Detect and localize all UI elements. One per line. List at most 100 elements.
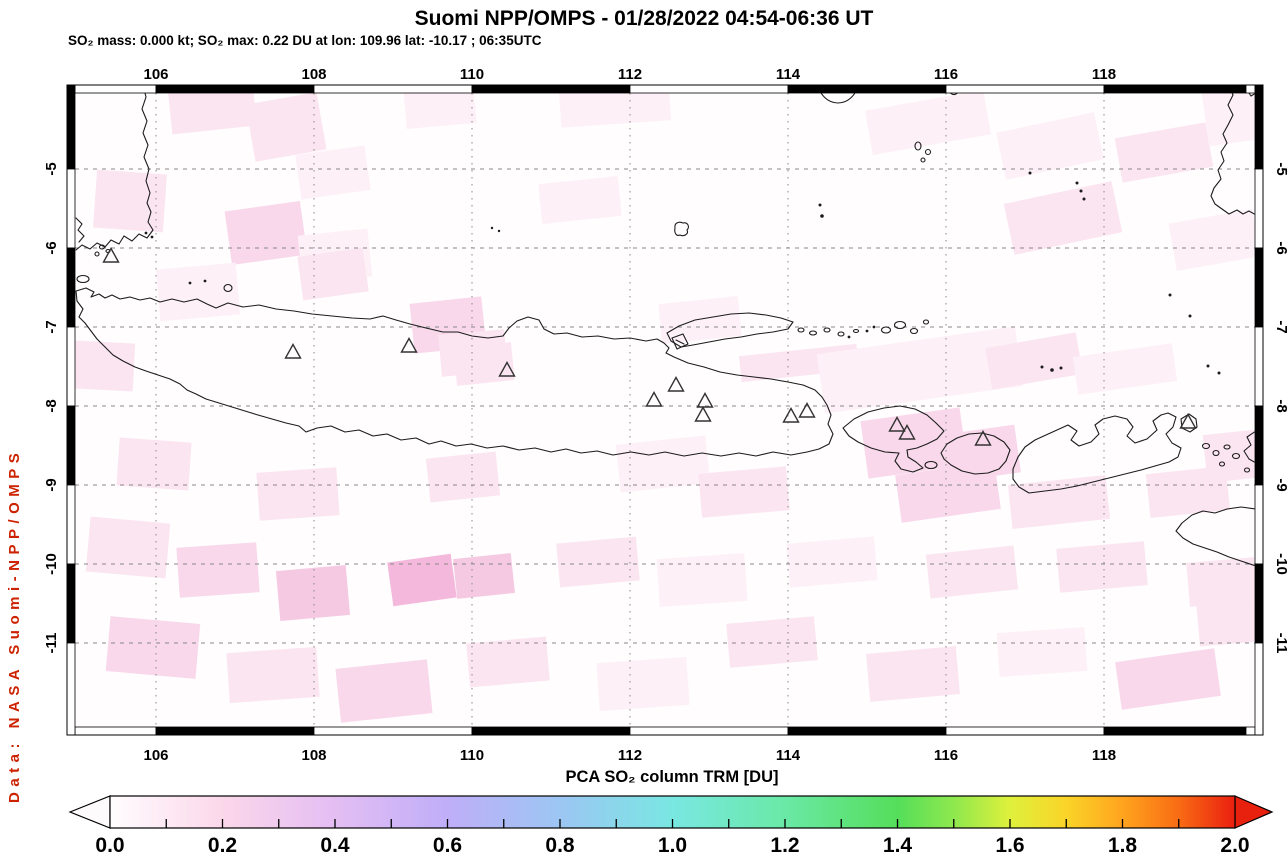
colorbar-tick-label: 2.0 bbox=[1220, 834, 1249, 855]
islet-dots bbox=[144, 171, 1221, 375]
frame-segment-left bbox=[66, 247, 76, 328]
frame-segment-top bbox=[313, 84, 473, 94]
so2-pixel-patch bbox=[466, 636, 550, 688]
lat-label-left: -5 bbox=[43, 162, 60, 175]
frame-segment-top bbox=[787, 84, 947, 94]
frame-segment-bottom bbox=[787, 726, 947, 736]
so2-pixel-patch bbox=[865, 93, 991, 156]
colorbar-tick-label: 1.6 bbox=[995, 834, 1024, 855]
frame-segment-left bbox=[66, 484, 76, 565]
so2-pixel-patch bbox=[256, 467, 340, 521]
frame-segment-top bbox=[74, 84, 157, 94]
volcano-markers bbox=[102, 247, 1197, 446]
volcano-marker-bromo bbox=[696, 392, 714, 408]
so2-swath-patches bbox=[75, 93, 1255, 723]
volcano-marker-kelut bbox=[645, 391, 663, 407]
so2-pixel-patch bbox=[698, 466, 790, 518]
so2-pixel-patch bbox=[538, 175, 622, 225]
coastline-sumba bbox=[1175, 506, 1255, 567]
coastlines bbox=[75, 93, 1255, 567]
lon-label-bottom: 110 bbox=[460, 747, 484, 764]
so2-pixel-patch bbox=[1196, 597, 1255, 647]
lon-label-top: 110 bbox=[460, 66, 484, 83]
lat-label-left: -8 bbox=[43, 399, 60, 412]
so2-pixel-patch bbox=[1056, 541, 1148, 593]
frame-segment-right bbox=[1254, 168, 1264, 249]
frame-segment-right bbox=[1254, 247, 1264, 328]
so2-pixel-patch bbox=[93, 169, 167, 233]
lon-label-top: 114 bbox=[776, 66, 801, 83]
colorbar: 0.0 0.2 0.4 0.6 0.8 1.0 1.2 1.4 1.6 1.8 2.0 bbox=[68, 795, 1274, 855]
map-frame bbox=[66, 84, 1264, 736]
frame-segment-right bbox=[1254, 326, 1264, 407]
colorbar-tick-label: 0.6 bbox=[433, 834, 462, 855]
colorbar-tick-label: 1.0 bbox=[658, 834, 687, 855]
lat-label-right: -8 bbox=[1273, 399, 1288, 412]
frame-segment-left bbox=[66, 563, 76, 644]
volcano-marker-arjuno-welirang bbox=[667, 376, 685, 392]
volcano-marker-slamet bbox=[400, 337, 418, 353]
coastline-sumbawa bbox=[1012, 412, 1182, 494]
lon-label-top: 116 bbox=[934, 66, 958, 83]
so2-pixel-patch bbox=[226, 646, 320, 704]
lat-lon-gridlines bbox=[75, 93, 1255, 727]
lon-label-bottom: 116 bbox=[934, 747, 958, 764]
lon-label-top: 112 bbox=[618, 66, 642, 83]
axis-tick-labels: 106 106 108 108 110 110 112 112 114 114 116 116 118 1… bbox=[43, 66, 1288, 764]
lat-label-right: -5 bbox=[1273, 162, 1288, 175]
lon-label-top: 108 bbox=[301, 66, 326, 83]
frame-segment-right bbox=[1254, 563, 1264, 644]
volcano-marker-raung bbox=[782, 407, 800, 423]
lon-label-bottom: 118 bbox=[1092, 747, 1116, 764]
so2-pixel-patch bbox=[335, 659, 433, 723]
so2-pixel-patch bbox=[176, 542, 260, 598]
frame-segment-left bbox=[66, 405, 76, 486]
coastline-bali bbox=[842, 405, 945, 473]
lat-label-left: -7 bbox=[43, 320, 60, 333]
so2-pixel-patch bbox=[558, 93, 672, 128]
frame-segment-top bbox=[155, 84, 315, 94]
lat-label-right: -9 bbox=[1273, 478, 1288, 491]
frame-segment-right bbox=[1254, 484, 1264, 565]
so2-pixel-patch bbox=[1072, 343, 1178, 395]
colorbar-underflow-arrow bbox=[68, 795, 111, 829]
frame-segment-left bbox=[66, 326, 76, 407]
islets bbox=[76, 141, 1251, 473]
colorbar-title: PCA SO₂ column TRM [DU] bbox=[566, 768, 779, 786]
coastline-sulawesi bbox=[1210, 93, 1255, 215]
coastline-flores-tip bbox=[1243, 431, 1255, 463]
frame-segment-bottom bbox=[1245, 726, 1256, 736]
so2-pixel-patch bbox=[85, 516, 171, 579]
so2-pixel-patch bbox=[297, 247, 369, 301]
frame-segment-right bbox=[1254, 405, 1264, 486]
lon-label-bottom: 106 bbox=[143, 747, 168, 764]
so2-pixel-patch bbox=[996, 112, 1104, 180]
so2-summary-line: SO₂ mass: 0.000 kt; SO₂ max: 0.22 DU at … bbox=[68, 33, 542, 48]
coastline-corner-fragment bbox=[1248, 93, 1255, 97]
so2-pixel-patch bbox=[295, 145, 371, 200]
volcano-marker-batur bbox=[888, 416, 906, 432]
colorbar-tick-label: 0.2 bbox=[208, 834, 237, 855]
frame-segment-bottom bbox=[74, 726, 157, 736]
coastline-java bbox=[75, 287, 834, 457]
frame-segment-bottom bbox=[155, 726, 315, 736]
so2-pixel-patch bbox=[1003, 181, 1123, 255]
lat-label-left: -9 bbox=[43, 478, 60, 491]
lat-label-right: -10 bbox=[1273, 553, 1288, 575]
volcano-marker-papandayan bbox=[284, 343, 302, 359]
lon-label-bottom: 112 bbox=[618, 747, 642, 764]
lat-label-right: -11 bbox=[1273, 633, 1288, 654]
volcano-marker-sangeang-api bbox=[1179, 413, 1197, 429]
coastline-surabaya-harbor bbox=[671, 333, 689, 350]
colorbar-tick-label: 1.4 bbox=[883, 834, 913, 855]
frame-segment-left bbox=[66, 168, 76, 249]
so2-pixel-patch bbox=[245, 93, 327, 162]
so2-pixel-patch bbox=[656, 552, 748, 608]
colorbar-tick-label: 1.2 bbox=[770, 834, 799, 855]
so2-pixel-patch bbox=[925, 545, 1019, 599]
so2-pixel-patch bbox=[387, 553, 457, 607]
coastline-pulau-laut bbox=[949, 93, 958, 96]
frame-segment-top bbox=[1245, 84, 1256, 94]
